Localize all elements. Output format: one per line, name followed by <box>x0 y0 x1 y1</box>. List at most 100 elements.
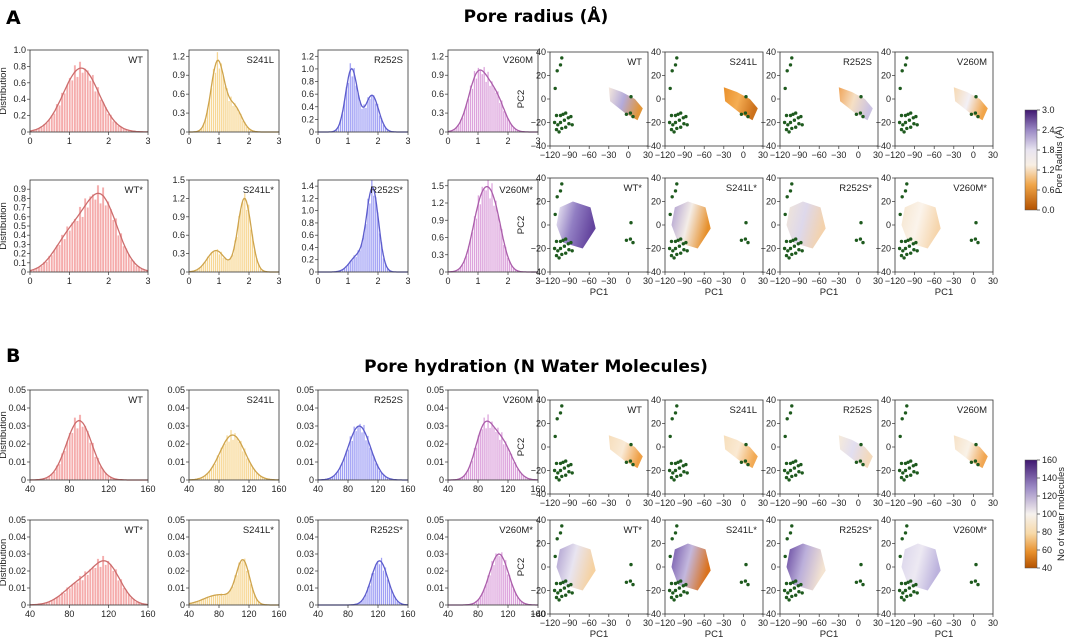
histogram-bar <box>89 568 92 606</box>
scatter-point <box>854 580 859 584</box>
x-tick-label: −90 <box>562 276 577 286</box>
scatter-point <box>667 120 672 125</box>
x-tick-label: −30 <box>831 276 846 286</box>
scatter-point <box>566 584 570 588</box>
scatter-point <box>629 221 633 225</box>
histogram-bar <box>232 254 234 273</box>
scatter-point <box>669 581 674 586</box>
histogram-bar <box>91 194 95 273</box>
x-tick-label: −60 <box>812 498 827 508</box>
scatter-point <box>786 249 790 253</box>
scatter-point <box>671 591 675 595</box>
histogram-bar <box>237 111 240 133</box>
scatter-point <box>976 114 980 119</box>
histogram-bar <box>86 574 89 606</box>
scatter-point <box>553 86 557 91</box>
scatter-point <box>562 244 567 248</box>
pca-cloud <box>556 543 596 591</box>
x-tick-label: 1 <box>475 276 480 286</box>
histogram-bar <box>210 87 213 133</box>
y-tick-label: 0.02 <box>8 566 26 576</box>
scatter-point <box>909 237 913 241</box>
histogram-bar <box>89 196 92 273</box>
scatter-point <box>859 562 863 567</box>
x-tick-label: 80 <box>343 609 353 619</box>
histogram-bar <box>107 201 110 273</box>
histogram-bar <box>73 218 77 273</box>
scatter-point <box>784 581 789 586</box>
scatter-point <box>800 471 804 475</box>
scatter-point <box>784 461 789 466</box>
x-tick-label: −60 <box>697 276 712 286</box>
histogram-bar <box>104 564 107 606</box>
subplot-label: V260M <box>503 55 533 66</box>
subplot-label: V260M* <box>499 185 533 196</box>
histogram-bar <box>495 200 497 273</box>
x-tick-label: −30 <box>946 498 961 508</box>
x-tick-label: −120 <box>655 150 675 160</box>
scatter-point <box>915 471 919 475</box>
x-tick-label: −60 <box>582 276 597 286</box>
plot-frame <box>188 49 280 133</box>
histogram-b-v260m-star: 40 80 120 160 0 0.01 0.02 0.03 0.04 0.05 V260M* <box>426 515 545 619</box>
x-tick-label: 80 <box>473 484 483 494</box>
histogram-bar <box>81 216 84 273</box>
y-tick-label: 0.3 <box>431 250 444 260</box>
histogram-bar <box>101 101 105 133</box>
scatter-point <box>790 126 794 131</box>
histogram-bar <box>83 571 87 606</box>
y-tick-label: 0.3 <box>172 108 185 118</box>
scatter-point <box>911 464 915 468</box>
scatter-point <box>561 460 565 464</box>
scatter-point <box>562 118 567 122</box>
y-tick-label: 0.05 <box>8 385 26 395</box>
scatter-point <box>898 434 902 439</box>
subplot-label: WT* <box>125 525 144 536</box>
scatter-point <box>560 252 564 257</box>
scatter-point <box>673 581 678 586</box>
y-tick-label: 1.2 <box>172 51 185 61</box>
scatter-point <box>786 123 790 127</box>
scatter-point <box>858 459 863 463</box>
scatter-point <box>783 212 787 217</box>
x-tick-label: 2 <box>505 276 510 286</box>
scatter-point <box>976 462 980 467</box>
histogram-bar <box>76 220 79 273</box>
x-tick-label: 30 <box>758 150 768 160</box>
scatter-point <box>899 475 904 480</box>
scatter-point <box>854 238 859 242</box>
x-tick-label: 0 <box>971 498 976 508</box>
y-tick-label: 0.02 <box>167 566 185 576</box>
scatter-point <box>673 63 678 67</box>
scatter-point <box>673 468 678 473</box>
histogram-bar <box>226 259 229 273</box>
x-tick-label: 120 <box>370 609 385 619</box>
y-tick-label: 40 <box>536 173 546 183</box>
scatter-point <box>566 464 570 468</box>
scatter-point <box>564 111 568 115</box>
scatter-point <box>915 123 919 127</box>
scatter-point <box>788 461 793 466</box>
y-tick-label: 40 <box>881 47 891 57</box>
histogram-bar <box>365 439 367 481</box>
y-tick-label: 0 <box>656 220 661 230</box>
scatter-point <box>558 411 563 415</box>
scatter-point <box>555 537 559 541</box>
histogram-bar <box>228 591 231 606</box>
scatter-point <box>905 56 909 60</box>
scatter-point <box>558 581 563 586</box>
histogram-bar <box>347 449 350 481</box>
section-title-a: Pore radius (Å) <box>464 4 609 27</box>
scatter-point <box>906 112 910 117</box>
scatter-point <box>682 470 686 474</box>
scatter-point <box>859 221 863 225</box>
scatter-point <box>564 125 568 129</box>
scatter-point <box>903 461 908 466</box>
scatter-point <box>667 246 672 251</box>
scatter-point <box>557 478 561 482</box>
y-tick-label: 0 <box>541 442 546 452</box>
x-tick-label: 0 <box>971 618 976 628</box>
scatter-point <box>624 112 629 117</box>
